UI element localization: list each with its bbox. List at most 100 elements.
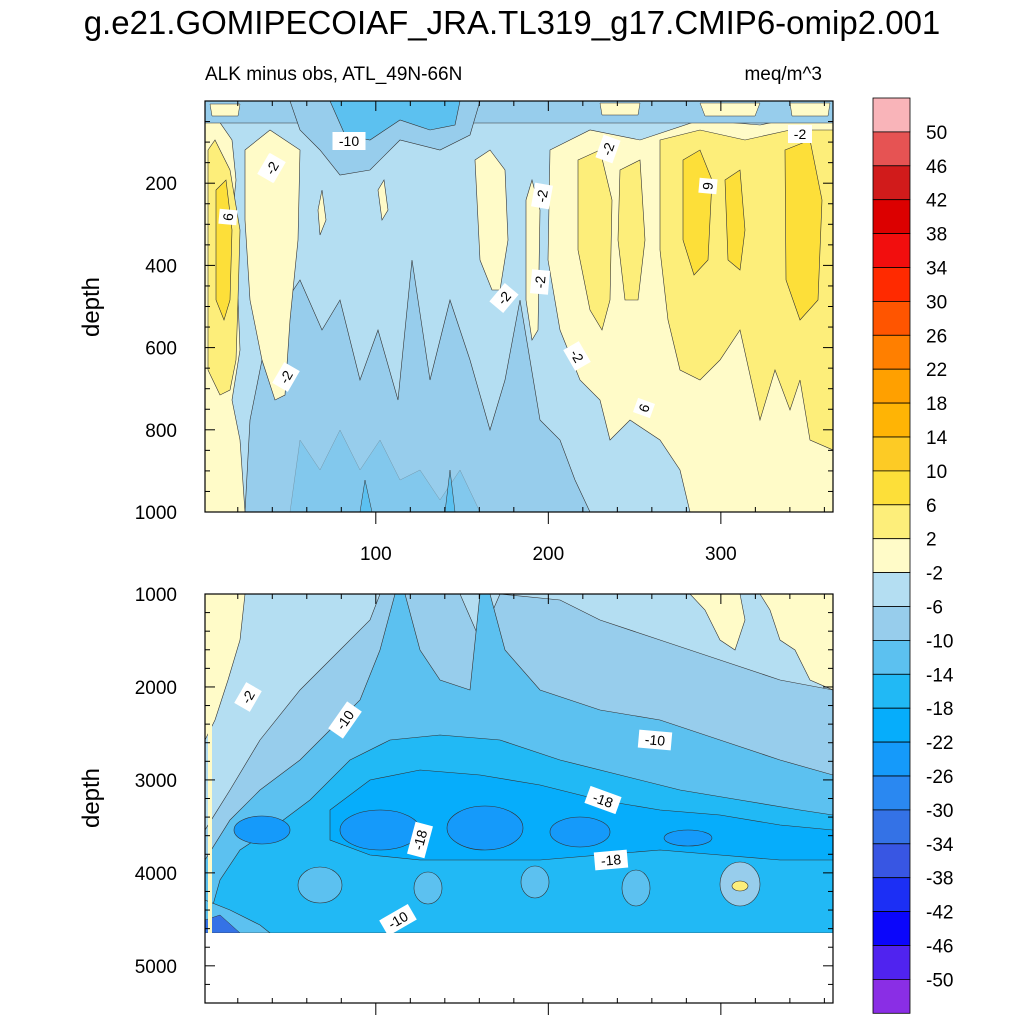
colorbar-level-label: -26 bbox=[926, 767, 953, 788]
contour-label: -2 bbox=[529, 269, 551, 295]
contour-label-text: -2 bbox=[794, 126, 807, 142]
colorbar-level-label: -30 bbox=[926, 801, 953, 822]
contour-label-bg bbox=[379, 903, 417, 937]
colorbar-level-label: -10 bbox=[926, 631, 953, 652]
contour-label-text: -2 bbox=[598, 140, 617, 157]
lower-axis-ticks: 1000 2000 3000 4000 5000 bbox=[135, 585, 833, 1015]
colorbar-level-label: 38 bbox=[926, 225, 947, 246]
colorbar-swatch bbox=[872, 436, 911, 472]
contour-label: -2 bbox=[489, 283, 519, 313]
lower-y-tick-label: 4000 bbox=[135, 864, 177, 885]
contour-label: -10 bbox=[332, 132, 366, 150]
colorbar-swatch bbox=[872, 707, 911, 743]
contour-label-bg bbox=[584, 785, 622, 815]
colorbar-swatch bbox=[872, 300, 911, 336]
contour-label: 6 bbox=[218, 208, 238, 226]
contour-label: -2 bbox=[531, 182, 553, 210]
contour-label-text: -18 bbox=[410, 828, 431, 852]
colorbar-level-label: 18 bbox=[926, 394, 947, 415]
colorbar-level-label: -34 bbox=[926, 835, 954, 856]
upper-y-tick-label: 600 bbox=[145, 339, 177, 360]
contour-label: 6 bbox=[632, 397, 656, 419]
colorbar-level-label: 34 bbox=[926, 259, 948, 280]
colorbar-level-label: 30 bbox=[926, 292, 947, 313]
subtitle-units: meq/m^3 bbox=[744, 64, 822, 85]
colorbar-swatch bbox=[872, 165, 911, 201]
contour-label-bg bbox=[698, 177, 718, 195]
colorbar-level-label: -50 bbox=[926, 970, 953, 991]
contour-label-bg bbox=[531, 182, 553, 210]
contour-label-bg bbox=[489, 283, 519, 313]
upper-contour-field bbox=[205, 101, 833, 512]
lower-y-tick-label: 3000 bbox=[135, 771, 177, 792]
colorbar-swatch bbox=[872, 673, 911, 709]
contour-label: -18 bbox=[407, 821, 433, 859]
colorbar-swatch bbox=[872, 640, 911, 675]
contour-label-text: 6 bbox=[700, 181, 717, 190]
colorbar-level-label: -2 bbox=[926, 564, 943, 585]
colorbar-level-label: -14 bbox=[926, 665, 954, 686]
subtitle-left: ALK minus obs, ATL_49N-66N bbox=[205, 64, 463, 85]
colorbar-swatch bbox=[872, 402, 911, 438]
colorbar-swatch bbox=[872, 504, 911, 540]
colorbar-swatch bbox=[872, 97, 911, 133]
contour-label: -2 bbox=[595, 134, 621, 164]
contour-label-bg bbox=[637, 729, 673, 751]
contour-label-text: 6 bbox=[220, 212, 237, 221]
upper-x-tick-label: 200 bbox=[532, 544, 564, 565]
upper-y-tick-label: 400 bbox=[145, 256, 177, 277]
contour-label-text: -18 bbox=[600, 851, 622, 869]
upper-x-tick-label: 100 bbox=[360, 544, 392, 565]
contour-label-bg bbox=[632, 397, 656, 419]
contour-label-bg bbox=[529, 269, 551, 295]
contour-label-text: -10 bbox=[339, 133, 359, 149]
colorbar-swatch bbox=[872, 199, 911, 234]
upper-y-tick-label: 200 bbox=[145, 174, 177, 195]
colorbar-level-label: -18 bbox=[926, 699, 953, 720]
lower-y-tick-label: 2000 bbox=[135, 678, 177, 699]
upper-x-tick-label: 300 bbox=[705, 544, 737, 565]
colorbar-swatch bbox=[872, 233, 911, 268]
contour-label: -10 bbox=[637, 729, 673, 751]
colorbar-level-label: 22 bbox=[926, 360, 947, 381]
colorbar-swatch bbox=[872, 979, 911, 1014]
contour-label-bg bbox=[234, 682, 262, 712]
contour-label: -2 bbox=[272, 362, 300, 392]
colorbar-level-label: -6 bbox=[926, 598, 943, 619]
colorbar-level-label: 26 bbox=[926, 326, 947, 347]
colorbar-swatch bbox=[872, 911, 911, 946]
colorbar-level-label: -22 bbox=[926, 733, 953, 754]
lower-contour-labels: -2-10-10-18-18-18-10 bbox=[234, 682, 673, 937]
colorbar-swatch bbox=[872, 843, 911, 879]
contour-label-bg bbox=[328, 701, 362, 739]
contour-label: -2 bbox=[788, 125, 812, 143]
contour-label-bg bbox=[272, 362, 300, 392]
lower-y-tick-label: 1000 bbox=[135, 585, 177, 606]
colorbar-level-label: 10 bbox=[926, 462, 947, 483]
contour-label-bg bbox=[788, 125, 812, 143]
colorbar-swatch bbox=[872, 131, 911, 167]
colorbar-swatch bbox=[872, 606, 911, 641]
colorbar-swatch bbox=[872, 368, 911, 404]
contour-label: 6 bbox=[698, 177, 718, 195]
colorbar-level-label: -42 bbox=[926, 903, 953, 924]
contour-label-bg bbox=[332, 132, 366, 150]
colorbar-swatch bbox=[872, 775, 911, 811]
colorbar-swatch bbox=[872, 741, 911, 777]
colorbar-level-label: 46 bbox=[926, 157, 947, 178]
colorbar-swatch bbox=[872, 809, 911, 845]
lower-y-tick-label: 5000 bbox=[135, 957, 177, 978]
colorbar-swatch bbox=[872, 538, 911, 574]
upper-panel: 200 400 600 800 1000 100 200 300 -10 -2 6 -2 -2 -2 6 -… bbox=[135, 100, 834, 565]
colorbar-level-label: 2 bbox=[926, 530, 937, 551]
upper-contour-labels: -10-26-2-2-26-2-26-2-2-2 bbox=[218, 125, 812, 419]
colorbar: 50 46 42 38 34 30 26 22 18 14 10 6 2 -2 -6 -10 -14 -18 -22… bbox=[872, 97, 954, 1014]
upper-y-tick-label: 800 bbox=[145, 421, 177, 442]
contour-label: -18 bbox=[593, 849, 629, 871]
lower-contour-field bbox=[205, 594, 833, 933]
contour-label: -2 bbox=[258, 153, 286, 183]
contour-label: -2 bbox=[563, 341, 591, 371]
colorbar-swatch bbox=[872, 877, 911, 913]
colorbar-level-label: -46 bbox=[926, 937, 953, 958]
